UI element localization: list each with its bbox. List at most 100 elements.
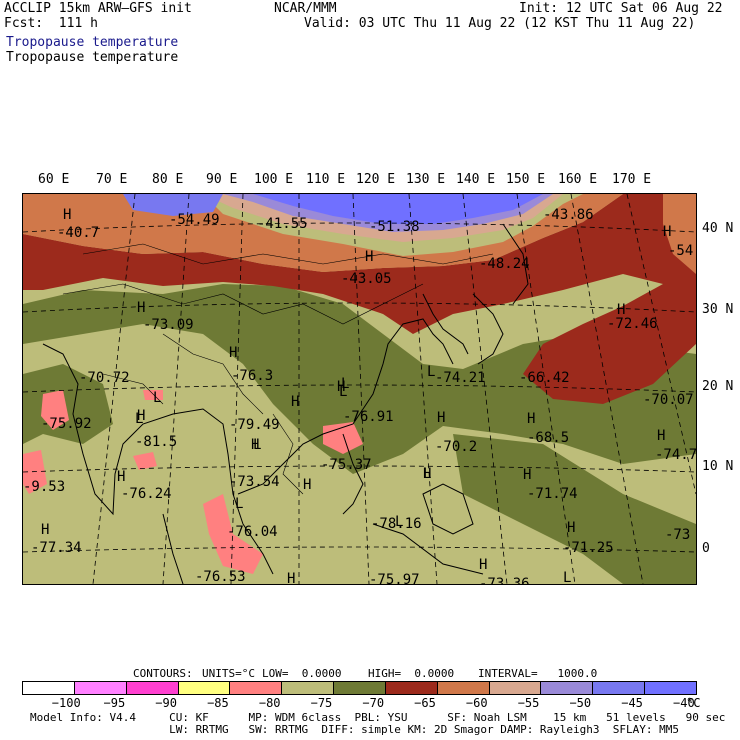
high-marker: H xyxy=(63,207,71,223)
high-marker: H xyxy=(567,520,575,536)
colorbar-swatch xyxy=(334,682,386,694)
contours-label: CONTOURS: xyxy=(133,667,193,680)
lon-label: 60 E xyxy=(38,172,70,187)
high-marker: H xyxy=(437,410,445,426)
temperature-value-label: -70.72 xyxy=(79,370,130,386)
salmon-patch-2 xyxy=(203,494,263,574)
lon-label: 90 E xyxy=(206,172,238,187)
lon-label: 100 E xyxy=(254,172,294,187)
map-svg: -40.7 -54.49 -41.55 -51.38 -43.86 -54 -43.05 -4… xyxy=(23,194,696,584)
colorbar-tick-label: −60 xyxy=(465,696,488,710)
colorbar-swatch xyxy=(645,682,696,694)
colorbar-swatch xyxy=(126,682,179,694)
temperature-value-label: -73.09 xyxy=(143,317,194,333)
high-marker: H xyxy=(137,408,145,424)
colorbar-swatch xyxy=(593,682,646,694)
lat-label: 10 N xyxy=(702,459,734,474)
low-marker: L xyxy=(235,496,243,512)
low-marker: L xyxy=(135,411,143,427)
lon-label: 110 E xyxy=(306,172,346,187)
lon-label: 120 E xyxy=(356,172,396,187)
temperature-value-label: -76.53 xyxy=(195,569,246,584)
high-marker: H xyxy=(137,300,145,316)
temperature-value-label: -48.24 xyxy=(479,256,530,272)
high-marker: H xyxy=(251,437,259,453)
temperature-value-label: -66.42 xyxy=(519,370,570,386)
colorbar-tick-label: °C xyxy=(686,696,701,710)
temperature-value-label: -70.07 xyxy=(643,392,694,408)
temperature-value-label: -9.53 xyxy=(23,479,65,495)
temperature-value-label: -54 xyxy=(668,243,693,259)
low-marker: L xyxy=(153,390,161,406)
temperature-value-label: -75.92 xyxy=(41,416,92,432)
low-marker: L xyxy=(395,514,403,530)
low-label: LOW= 0.0000 xyxy=(262,667,342,680)
init-time: Init: 12 UTC Sat 06 Aug 22 xyxy=(519,1,723,16)
salmon-patch-4 xyxy=(23,450,47,494)
lon-label: 70 E xyxy=(96,172,128,187)
colorbar-tick-label: −55 xyxy=(517,696,540,710)
temperature-value-label: -79.49 xyxy=(229,417,280,433)
map-value-labels: -40.7 -54.49 -41.55 -51.38 -43.86 -54 -43.05 -4… xyxy=(23,207,696,584)
temperature-value-label: -75.97 xyxy=(369,572,420,584)
temperature-value-label: -74.21 xyxy=(435,370,486,386)
salmon-patch-6 xyxy=(143,390,163,400)
temperature-value-label: -74.7 xyxy=(655,447,696,463)
colorbar-swatch xyxy=(437,682,490,694)
units-label: UNITS=°C xyxy=(202,667,255,680)
high-marker: H xyxy=(41,522,49,538)
model-info-line1: Model Info: V4.4 CU: KF MP: WDM 6class P… xyxy=(30,711,726,724)
field-title-blue: Tropopause temperature xyxy=(6,35,179,50)
temperature-value-label: -77.34 xyxy=(31,540,82,556)
model-name: ACCLIP 15km ARW–GFS init xyxy=(4,1,192,16)
center-label: NCAR/MMM xyxy=(274,1,337,16)
lon-label: 140 E xyxy=(456,172,496,187)
temperature-value-label: -81.5 xyxy=(135,434,177,450)
salmon-patch-1 xyxy=(41,390,69,430)
colorbar-swatch xyxy=(74,682,127,694)
low-marker: L xyxy=(339,384,347,400)
colorbar-swatch xyxy=(23,682,75,694)
orange-east xyxy=(663,194,696,274)
colorbar-tick-label: −90 xyxy=(155,696,177,710)
lon-label: 170 E xyxy=(612,172,652,187)
colorbar-tick-label: −100 xyxy=(51,696,81,710)
high-marker: H xyxy=(663,224,671,240)
low-marker: L xyxy=(341,376,349,392)
high-marker: H xyxy=(523,467,531,483)
temperature-value-label: -75.37 xyxy=(321,457,372,473)
olive-region-south xyxy=(453,434,696,584)
temperature-value-label: -54.49 xyxy=(169,212,220,228)
colorbar-tick-label: −95 xyxy=(103,696,126,710)
temperature-value-label: -76.04 xyxy=(227,524,278,540)
lat-label: 40 N xyxy=(702,221,734,236)
temperature-value-label: -41.55 xyxy=(257,216,308,232)
olive-region-west xyxy=(23,364,113,444)
valid-time: Valid: 03 UTC Thu 11 Aug 22 (12 KST Thu … xyxy=(304,16,696,31)
salmon-patch-3 xyxy=(323,422,363,454)
lat-label: 30 N xyxy=(702,302,734,317)
temperature-value-label: -71.74 xyxy=(527,486,578,502)
temperature-value-label: -40.7 xyxy=(57,225,99,241)
temperature-value-label: -73 xyxy=(665,527,690,543)
colorbar-swatch xyxy=(282,682,335,694)
temperature-value-label: -68.5 xyxy=(527,430,569,446)
colorbar-tick-label: −65 xyxy=(414,696,436,710)
colorbar-tick-label: −70 xyxy=(362,696,385,710)
colorbar-swatch xyxy=(385,682,438,694)
colorbar-tick-label: −40 xyxy=(673,696,695,710)
model-info-line2: LW: RRTMG SW: RRTMG DIFF: simple KM: 2D … xyxy=(30,723,680,736)
temperature-value-label: -70.2 xyxy=(435,439,477,455)
high-marker: H xyxy=(423,466,431,482)
lat-label: 0 xyxy=(702,541,710,556)
high-marker: H xyxy=(337,379,345,395)
temperature-value-label: -76.24 xyxy=(121,486,172,502)
temperature-value-label: -73.54 xyxy=(229,474,280,490)
temperature-value-label: -72.46 xyxy=(607,316,658,332)
colorbar-tick-label: −80 xyxy=(258,696,281,710)
temperature-value-label: -51.38 xyxy=(369,219,420,235)
forecast-hour: Fcst: 111 h xyxy=(4,16,98,31)
colorbar-tick-label: −45 xyxy=(621,696,643,710)
high-marker: H xyxy=(527,411,535,427)
high-marker: H xyxy=(617,302,625,318)
